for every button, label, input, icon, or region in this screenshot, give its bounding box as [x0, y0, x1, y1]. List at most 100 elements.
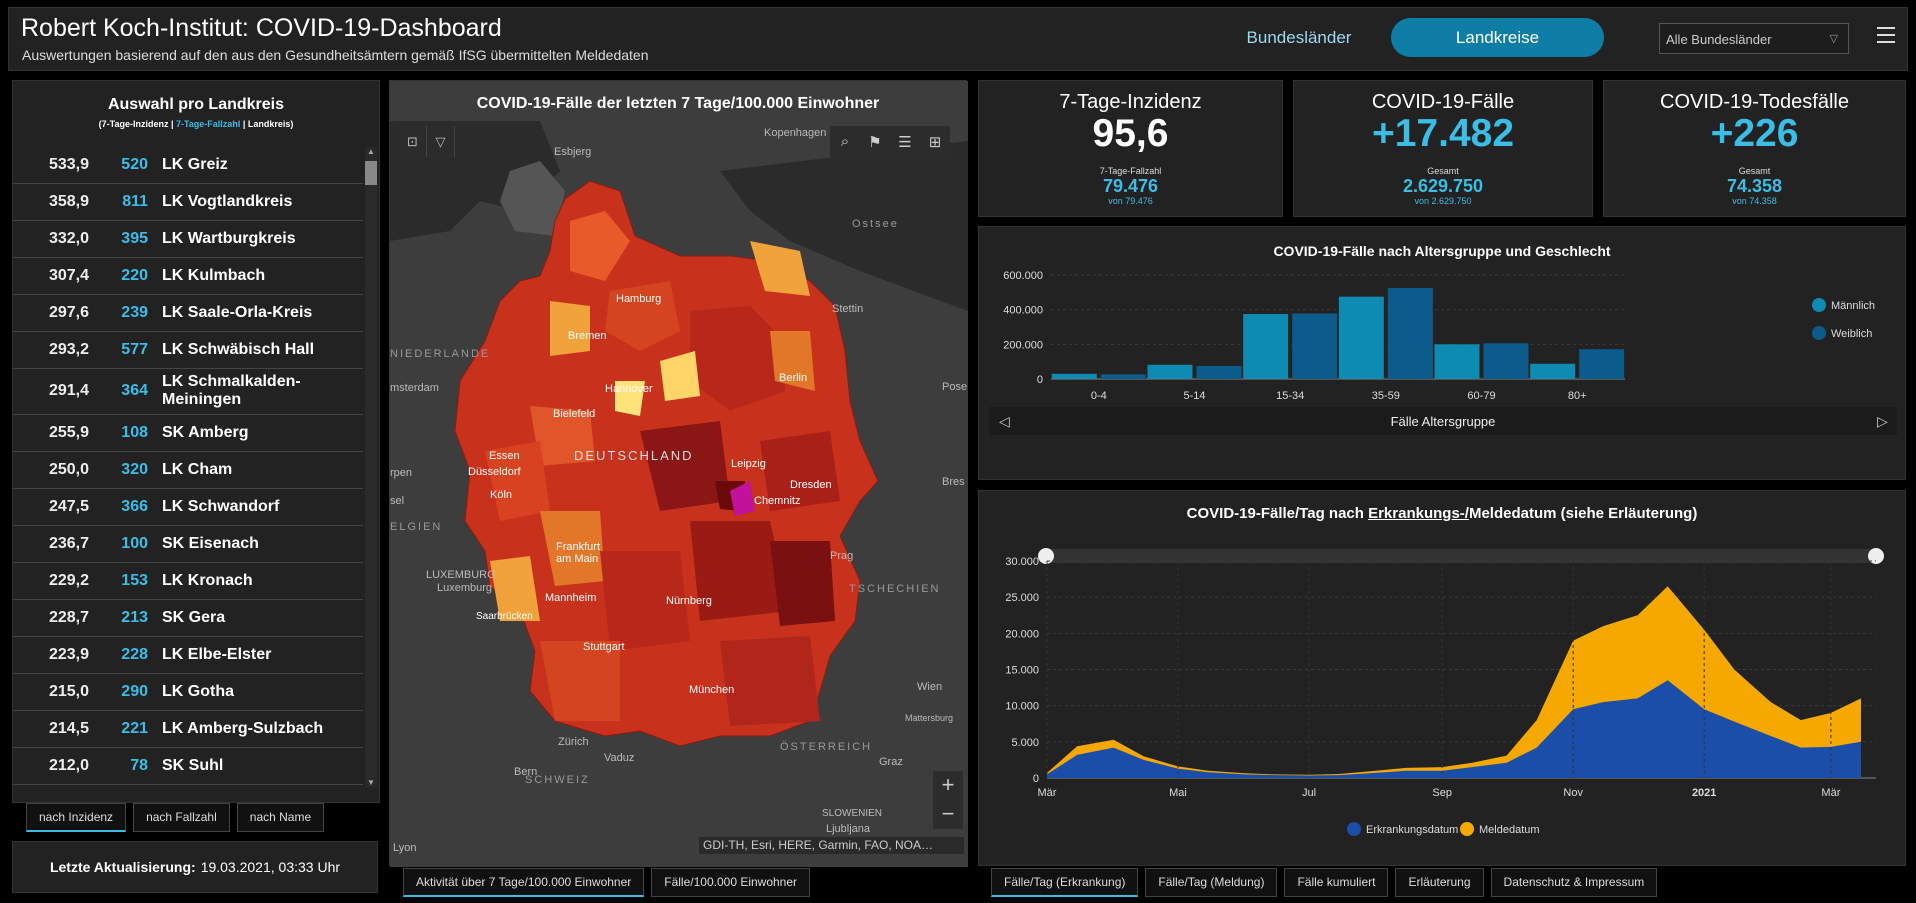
region-hellow-2: [615, 381, 645, 416]
landkreis-row[interactable]: 291,4 364 LK Schmalkalden-Meiningen: [13, 369, 363, 415]
slider-handle-end[interactable]: [1868, 548, 1884, 564]
nav-landkreise-button[interactable]: Landkreise: [1391, 18, 1604, 57]
landkreis-row[interactable]: 533,9 520 LK Greiz: [13, 147, 363, 184]
scrollbar-thumb[interactable]: [365, 161, 377, 185]
region-hamburg: [605, 281, 680, 351]
kpi-incidence-sub-note: von 79.476: [1108, 196, 1153, 206]
region-schwaben: [640, 641, 720, 726]
landkreis-row[interactable]: 332,0 395 LK Wartburgkreis: [13, 221, 363, 258]
map-select-dropdown-icon[interactable]: ▽: [427, 126, 455, 157]
daily-chart-xtick-label: Mär: [1038, 787, 1057, 799]
map-select-tool-icon[interactable]: ⊡: [399, 126, 427, 157]
landkreis-row[interactable]: 212,0 78 SK Suhl: [13, 748, 363, 785]
tab-sort-cases[interactable]: nach Fallzahl: [133, 803, 230, 832]
daily-chart-xtick-label: Nov: [1563, 787, 1583, 799]
state-select[interactable]: Alle Bundesländer ▽: [1659, 23, 1849, 54]
landkreis-row[interactable]: 229,2 153 LK Kronach: [13, 563, 363, 600]
map-label-saarbruecken: Saarbrücken: [476, 611, 533, 622]
kpi-deaths-sub-note: von 74.358: [1732, 196, 1777, 206]
slider-handle-start[interactable]: [1038, 548, 1054, 564]
age-chart-category-label: 0-4: [1091, 390, 1107, 402]
landkreis-list: 533,9 520 LK Greiz 358,9 811 LK Vogtlandkreis…: [13, 147, 363, 787]
age-chart-ytick-label: 0: [1037, 374, 1043, 386]
region-northwest: [550, 301, 590, 356]
age-gender-chart: 0 200.000 400.000 600.000 0-4 5-14 15-34 35-59 6…: [989, 270, 1897, 435]
age-chart-category-label: 5-14: [1183, 390, 1205, 402]
scroll-up-icon[interactable]: ▲: [367, 147, 375, 156]
basemap-gallery-icon[interactable]: ⊞: [928, 133, 942, 151]
landkreis-case-count: 366: [121, 497, 148, 515]
last-update-box: Letzte Aktualisierung: 19.03.2021, 03:33…: [12, 841, 378, 893]
tab-map-activity[interactable]: Aktivität über 7 Tage/100.000 Einwohner: [403, 868, 645, 897]
landkreis-name: LK Wartburgkreis: [162, 229, 296, 247]
chevron-left-icon[interactable]: ◁: [999, 413, 1010, 429]
search-icon[interactable]: ⌕: [840, 133, 850, 150]
map-label-mannheim: Mannheim: [545, 592, 597, 604]
landkreis-row[interactable]: 358,9 811 LK Vogtlandkreis: [13, 184, 363, 221]
menu-icon[interactable]: [1877, 27, 1895, 43]
map-attribution[interactable]: GDI-TH, Esri, HERE, Garmin, FAO, NOA…: [699, 837, 964, 854]
nav-bundeslaender-button[interactable]: Bundesländer: [1246, 27, 1352, 47]
map-label-slowenien: SLOWENIEN: [822, 808, 883, 819]
landkreis-row[interactable]: 293,2 577 LK Schwäbisch Hall: [13, 332, 363, 369]
denmark-land: [500, 161, 565, 236]
baltic-sea-area: [720, 141, 968, 311]
subtitle-part-district: | Landkreis): [240, 119, 294, 129]
landkreis-row[interactable]: 223,9 228 LK Elbe-Elster: [13, 637, 363, 674]
region-oberbayern: [720, 636, 820, 726]
subtitle-part-cases: 7-Tage-Fallzahl: [175, 119, 241, 129]
landkreis-name: LK Schwäbisch Hall: [162, 340, 315, 358]
daily-legend-label: Meldedatum: [1479, 824, 1540, 836]
landkreis-name: LK Kronach: [162, 571, 253, 589]
scroll-down-icon[interactable]: ▼: [367, 778, 375, 787]
landkreis-incidence: 247,5: [48, 497, 89, 515]
daily-chart-ytick-label: 0: [1033, 773, 1039, 785]
app-subtitle: Auswertungen basierend auf den aus den G…: [22, 47, 649, 63]
age-bar-male: [1147, 364, 1193, 379]
landkreis-row[interactable]: 250,0 320 LK Cham: [13, 452, 363, 489]
age-bar-female: [1387, 288, 1433, 379]
map-label-essen: Essen: [489, 450, 520, 462]
landkreis-row[interactable]: 255,9 108 SK Amberg: [13, 415, 363, 452]
tab-cases-per-day-onset[interactable]: Fälle/Tag (Erkrankung): [991, 868, 1139, 897]
landkreis-incidence: 250,0: [48, 460, 89, 478]
bookmark-icon[interactable]: ⚑: [868, 133, 882, 151]
list-scrollbar[interactable]: ▲ ▼: [365, 147, 377, 787]
tab-cases-per-day-report[interactable]: Fälle/Tag (Meldung): [1145, 868, 1278, 897]
tab-explanation[interactable]: Erläuterung: [1395, 868, 1484, 897]
chevron-right-icon[interactable]: ▷: [1877, 413, 1888, 429]
tab-sort-name[interactable]: nach Name: [236, 803, 325, 832]
landkreis-incidence: 223,9: [48, 645, 89, 663]
region-rheinland: [540, 511, 605, 586]
tab-cases-cumulative[interactable]: Fälle kumuliert: [1284, 868, 1389, 897]
map-label-zuerich: Zürich: [558, 736, 589, 748]
landkreis-case-count: 228: [121, 645, 148, 663]
list-icon[interactable]: ☰: [898, 133, 912, 151]
daily-chart-title-link[interactable]: Erkrankungs-/: [1368, 505, 1469, 522]
landkreis-name: LK Schmalkalden-Meiningen: [162, 373, 301, 409]
landkreis-row[interactable]: 236,7 100 SK Eisenach: [13, 526, 363, 563]
region-franken: [690, 521, 790, 621]
map-panel: COVID-19-Fälle der letzten 7 Tage/100.00…: [389, 80, 968, 867]
map-tabs: Aktivität über 7 Tage/100.000 Einwohner …: [403, 868, 811, 897]
zoom-out-icon[interactable]: −: [941, 801, 955, 826]
tab-map-cases-per-100k[interactable]: Fälle/100.000 Einwohner: [651, 868, 811, 897]
map-label-koeln: Köln: [490, 489, 513, 501]
landkreis-row[interactable]: 228,7 213 SK Gera: [13, 600, 363, 637]
landkreis-row[interactable]: 247,5 366 LK Schwandorf: [13, 489, 363, 526]
landkreis-case-count: 577: [121, 341, 148, 358]
tab-sort-incidence[interactable]: nach Inzidenz: [26, 803, 127, 832]
landkreis-row[interactable]: 307,4 220 LK Kulmbach: [13, 258, 363, 295]
landkreis-row[interactable]: 297,6 239 LK Saale-Orla-Kreis: [13, 295, 363, 332]
landkreis-row[interactable]: 215,0 290 LK Gotha: [13, 674, 363, 711]
age-chart-xlabel: Fälle Altersgruppe: [1391, 414, 1496, 429]
time-range-slider[interactable]: [1047, 549, 1876, 563]
daily-chart-xtick-label: Sep: [1432, 787, 1452, 799]
landkreis-case-count: 395: [121, 230, 148, 247]
kpi-cases-value: +17.482: [1371, 112, 1515, 155]
map-canvas[interactable]: [390, 81, 968, 867]
landkreis-row[interactable]: 214,5 221 LK Amberg-Sulzbach: [13, 711, 363, 748]
map-label-belgien: ELGIEN: [390, 521, 443, 533]
tab-privacy-imprint[interactable]: Datenschutz & Impressum: [1490, 868, 1658, 897]
zoom-in-icon[interactable]: +: [941, 772, 955, 797]
